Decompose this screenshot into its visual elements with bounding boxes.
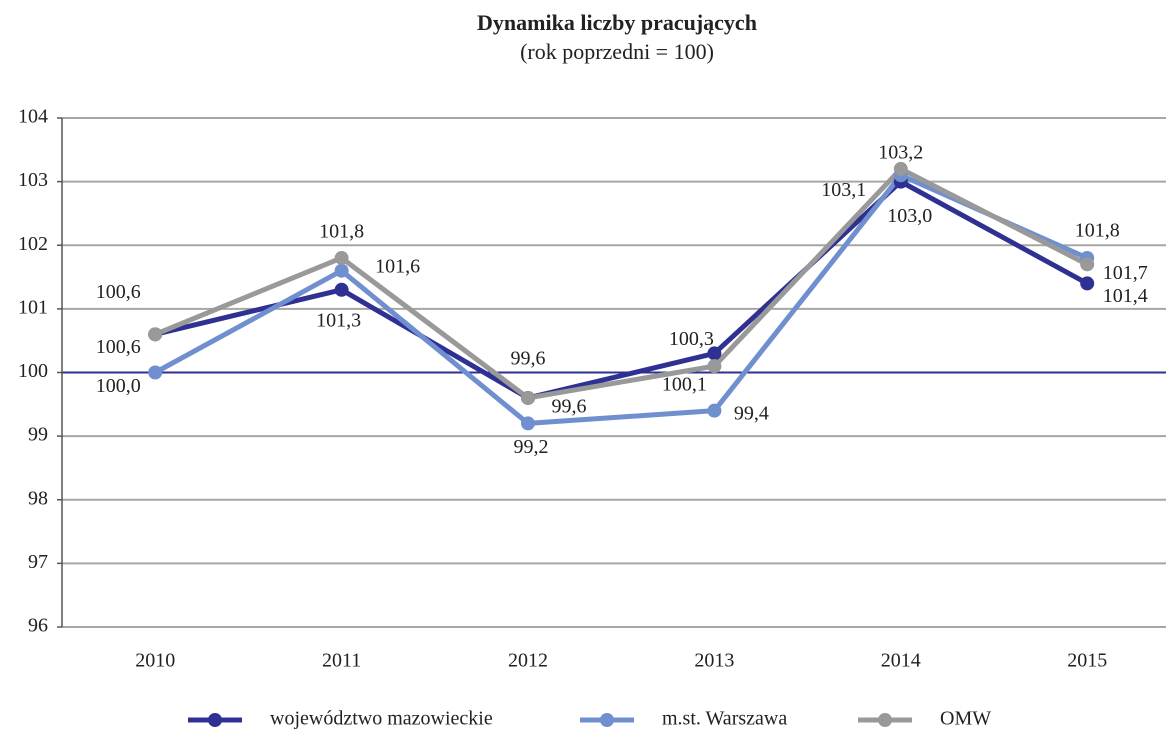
y-tick-label: 96 — [28, 615, 48, 637]
point — [707, 359, 722, 374]
data-label: 100,6 — [96, 336, 141, 358]
y-tick-label: 101 — [18, 296, 48, 318]
y-tick-label: 100 — [18, 360, 48, 382]
legend-label: OMW — [940, 708, 991, 730]
x-tick-label: 2010 — [135, 650, 175, 672]
data-label: 99,4 — [734, 402, 769, 424]
data-label: 100,1 — [662, 374, 707, 396]
point — [334, 263, 349, 278]
data-label: 100,6 — [96, 281, 141, 303]
legend-label: województwo mazowieckie — [270, 708, 493, 730]
legend-marker — [600, 713, 614, 727]
y-tick-label: 97 — [28, 551, 48, 573]
series-line — [154, 179, 1089, 401]
data-label: 103,1 — [821, 179, 866, 201]
y-tick-label: 104 — [18, 106, 48, 128]
x-tick-label: 2011 — [322, 650, 361, 672]
point — [148, 327, 163, 342]
data-label: 101,8 — [1075, 220, 1120, 242]
x-tick-label: 2012 — [508, 650, 548, 672]
data-label: 101,6 — [375, 255, 420, 277]
data-label: 101,8 — [319, 221, 364, 243]
point — [334, 282, 349, 297]
legend-marker — [208, 713, 222, 727]
point — [707, 403, 722, 418]
point — [334, 250, 349, 265]
data-label: 100,3 — [669, 328, 714, 350]
chart-subtitle: (rok poprzedni = 100) — [520, 39, 714, 64]
data-label: 101,3 — [316, 309, 361, 331]
data-label: 103,2 — [878, 141, 923, 163]
data-label: 103,0 — [887, 205, 932, 227]
x-tick-label: 2015 — [1067, 650, 1107, 672]
chart-title: Dynamika liczby pracujących — [477, 10, 757, 35]
data-label: 100,0 — [96, 375, 141, 397]
legend-label: m.st. Warszawa — [662, 708, 787, 730]
point — [1080, 257, 1095, 272]
point — [148, 365, 163, 380]
point — [521, 390, 535, 405]
x-tick-label: 2013 — [694, 650, 734, 672]
x-tick-label: 2014 — [881, 650, 921, 672]
legend-marker — [878, 713, 892, 727]
data-label: 99,6 — [552, 396, 587, 418]
data-label: 99,2 — [514, 436, 549, 458]
y-tick-label: 98 — [28, 487, 48, 509]
data-label: 99,6 — [511, 348, 546, 370]
point — [893, 161, 908, 176]
point — [707, 346, 722, 361]
series-line — [154, 166, 1089, 401]
y-tick-label: 102 — [18, 233, 48, 255]
point — [521, 416, 535, 431]
data-label: 101,7 — [1103, 262, 1148, 284]
y-tick-label: 99 — [28, 424, 48, 446]
data-label: 101,4 — [1103, 285, 1148, 307]
y-tick-label: 103 — [18, 169, 48, 191]
series-line — [154, 172, 1089, 426]
point — [1080, 276, 1095, 291]
